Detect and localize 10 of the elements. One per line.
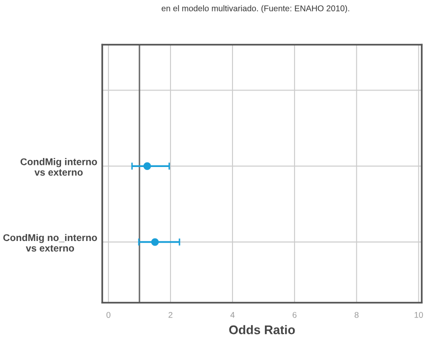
x-tick-label: 0 xyxy=(106,312,110,318)
x-axis-title: Odds Ratio xyxy=(229,325,295,334)
y-tick-label: CondMig interno vs externo xyxy=(20,158,98,176)
x-tick-label: 2 xyxy=(168,312,172,318)
x-tick-label: 10 xyxy=(414,312,423,318)
x-tick-label: 4 xyxy=(230,312,235,318)
x-tick-label: 8 xyxy=(354,312,359,318)
x-tick-label: 6 xyxy=(292,312,297,318)
chart-title: en el modelo multivariado. (Fuente: ENAHO 2010). xyxy=(162,5,350,13)
y-tick-label: CondMig no_interno vs externo xyxy=(3,234,98,252)
